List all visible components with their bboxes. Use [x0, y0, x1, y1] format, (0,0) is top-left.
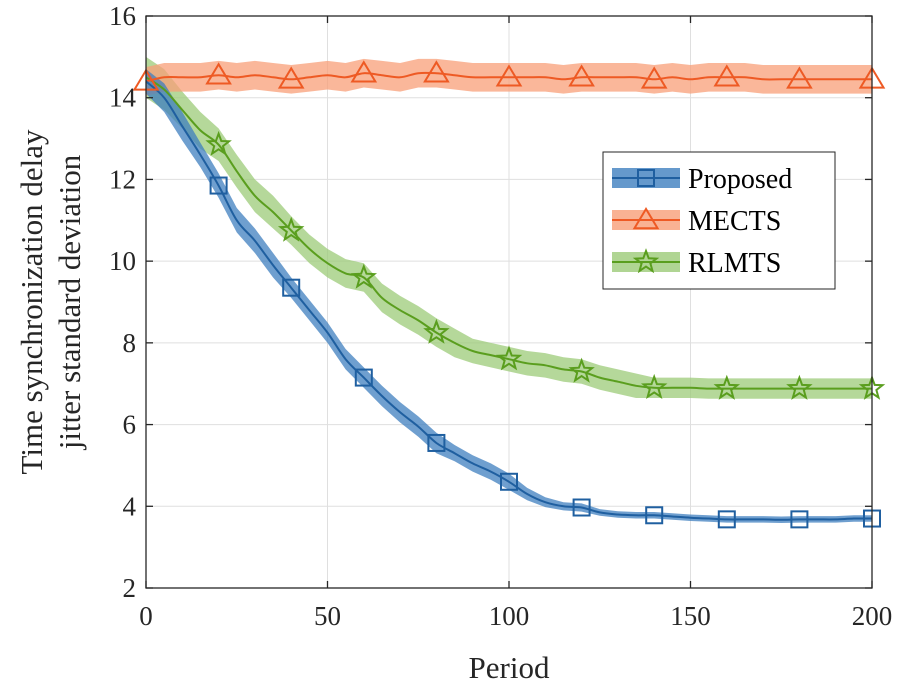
proposed-marker — [572, 498, 591, 517]
mects-marker — [495, 64, 523, 87]
x-axis-label: Period — [469, 650, 550, 685]
mects-marker — [786, 66, 813, 89]
y-tick-label: 16 — [109, 1, 136, 31]
rlmts-marker — [350, 263, 378, 289]
rlmts-marker — [277, 216, 305, 242]
rlmts-marker — [423, 318, 450, 344]
rlmts-marker — [205, 130, 232, 156]
mects-marker — [423, 60, 450, 83]
y-tick-label: 2 — [123, 573, 137, 603]
legend-label-mects: MECTS — [688, 206, 781, 237]
y-tick-label: 6 — [123, 410, 137, 440]
mects-line — [145, 71, 872, 83]
proposed-marker — [282, 278, 301, 297]
series-lines — [145, 71, 873, 521]
mects-marker — [205, 62, 232, 85]
x-tick-label: 200 — [852, 601, 893, 631]
proposed-marker — [354, 368, 373, 387]
mects-marker — [640, 66, 668, 89]
x-tick-label: 150 — [670, 601, 711, 631]
rlmts-line — [145, 76, 872, 390]
x-tick-label: 100 — [489, 601, 530, 631]
legend-marker-mects — [632, 207, 660, 230]
rlmts-marker — [568, 357, 595, 383]
mects-marker — [713, 64, 741, 87]
y-axis-label-line-1: Time synchronization delay — [14, 129, 49, 474]
legend-label-rlmts: RLMTS — [688, 248, 781, 279]
rlmts-marker — [640, 373, 668, 400]
y-tick-label: 12 — [109, 164, 136, 194]
proposed-marker — [427, 433, 446, 452]
rlmts-marker — [713, 374, 741, 400]
legend-label-proposed: Proposed — [688, 164, 792, 195]
proposed-marker — [500, 472, 518, 491]
legend: Proposed MECTS RLMTS — [602, 151, 836, 290]
mects-marker — [568, 64, 595, 87]
y-tick-label: 8 — [123, 328, 137, 358]
proposed-marker — [717, 510, 736, 529]
x-tick-label: 50 — [314, 601, 341, 631]
rlmts-marker — [495, 345, 523, 371]
x-tick-label: 0 — [139, 601, 153, 631]
proposed-marker — [790, 510, 809, 529]
legend-marker-proposed — [637, 169, 655, 187]
y-tick-label: 14 — [109, 83, 137, 113]
proposed-marker — [645, 506, 664, 525]
proposed-line — [145, 80, 873, 521]
legend-marker-rlmts — [632, 248, 660, 274]
mects-marker — [350, 60, 378, 83]
y-tick-label: 10 — [109, 246, 136, 276]
y-tick-label: 4 — [123, 491, 137, 521]
y-axis-label-line-2: jitter standard deviation — [52, 154, 87, 450]
proposed-marker — [209, 176, 228, 195]
mects-marker — [277, 66, 305, 89]
rlmts-band — [146, 56, 872, 399]
axis-ticks: 0 50 100 150 200 2 4 6 8 10 12 14 16 — [109, 1, 892, 631]
rlmts-marker — [786, 374, 813, 400]
